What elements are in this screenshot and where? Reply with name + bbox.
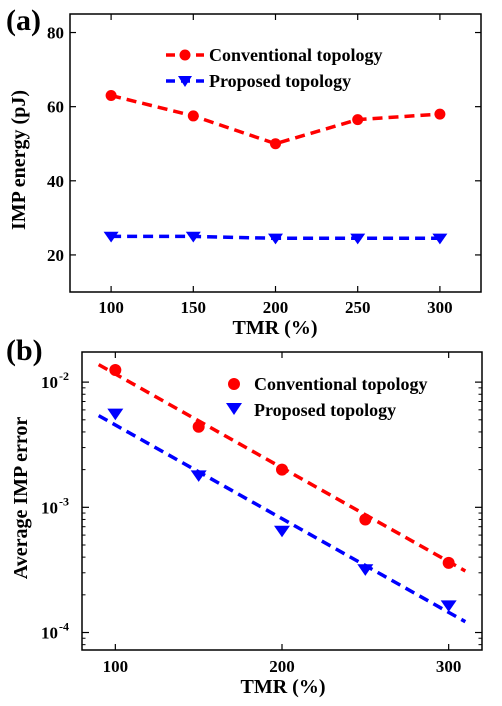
panel-a-ylabel: IMP energy (pJ) — [8, 90, 30, 230]
panel-b-ylabel: Average IMP error — [10, 417, 32, 580]
ytick-label-exponent: -2 — [59, 369, 69, 383]
data-point — [352, 114, 364, 126]
panel-b-xlabel: TMR (%) — [241, 676, 326, 698]
panel-label-a: (a) — [6, 4, 41, 37]
ytick-label: 80 — [47, 24, 64, 43]
data-point — [270, 138, 281, 150]
data-point — [187, 110, 199, 122]
data-point — [274, 525, 290, 538]
xtick-label: 200 — [269, 657, 295, 676]
panel-a-ticks: 100 150 200 250 300 20 40 60 80 — [47, 14, 481, 317]
legend-a-proposed-label: Proposed topology — [209, 71, 351, 91]
panel-a-xlabel: TMR (%) — [233, 317, 318, 339]
panel-b-legend: Conventional topology Proposed topology — [226, 374, 428, 420]
data-point — [357, 564, 374, 576]
series-line-0 — [110, 93, 441, 146]
legend-b-conventional-label: Conventional topology — [254, 374, 428, 394]
legend-a-proposed-marker — [178, 76, 192, 87]
ytick-label-exponent: -4 — [59, 620, 69, 634]
legend-b-proposed-label: Proposed topology — [254, 400, 396, 420]
data-point — [268, 233, 283, 245]
data-point — [103, 231, 119, 243]
legend-b-proposed-marker — [226, 403, 242, 415]
xtick-label: 300 — [436, 657, 462, 676]
panel-a-frame — [69, 13, 482, 293]
data-point — [432, 233, 448, 245]
ytick-label-exponent: -3 — [59, 494, 69, 508]
xtick-label: 300 — [427, 298, 453, 317]
fit-line-1 — [97, 414, 467, 624]
xtick-label: 200 — [263, 298, 289, 317]
ytick-label: 10 — [41, 624, 58, 643]
legend-a-conventional-marker — [179, 49, 191, 61]
data-point — [440, 600, 457, 612]
ytick-label: 40 — [47, 172, 64, 191]
data-point — [190, 470, 207, 482]
ytick-label: 60 — [47, 98, 64, 117]
panel-b-frame — [81, 351, 483, 651]
ytick-label: 10 — [41, 373, 58, 392]
legend-a-conventional-label: Conventional topology — [209, 45, 383, 65]
data-point — [109, 363, 122, 376]
panel-a-markers — [103, 90, 448, 245]
data-point — [359, 513, 372, 526]
data-point — [192, 420, 205, 433]
xtick-label: 100 — [103, 657, 129, 676]
panel-a: (a) 100 150 200 250 300 20 40 60 80 Conventional… — [6, 4, 482, 339]
data-point — [434, 108, 446, 120]
panel-a-series-lines — [110, 93, 441, 241]
data-point — [107, 408, 124, 421]
data-point — [185, 231, 201, 243]
ytick-label: 20 — [47, 246, 64, 265]
xtick-label: 250 — [345, 298, 371, 317]
legend-b-conventional-marker — [228, 378, 240, 390]
data-point — [276, 463, 288, 476]
panel-b-markers — [107, 363, 457, 612]
ytick-label: 10 — [41, 498, 58, 517]
data-point — [350, 233, 366, 245]
xtick-label: 100 — [98, 298, 124, 317]
data-point — [105, 90, 117, 102]
panel-label-b: (b) — [6, 334, 43, 367]
panel-a-legend: Conventional topology Proposed topology — [166, 45, 383, 91]
xtick-label: 150 — [181, 298, 207, 317]
data-point — [442, 556, 455, 569]
